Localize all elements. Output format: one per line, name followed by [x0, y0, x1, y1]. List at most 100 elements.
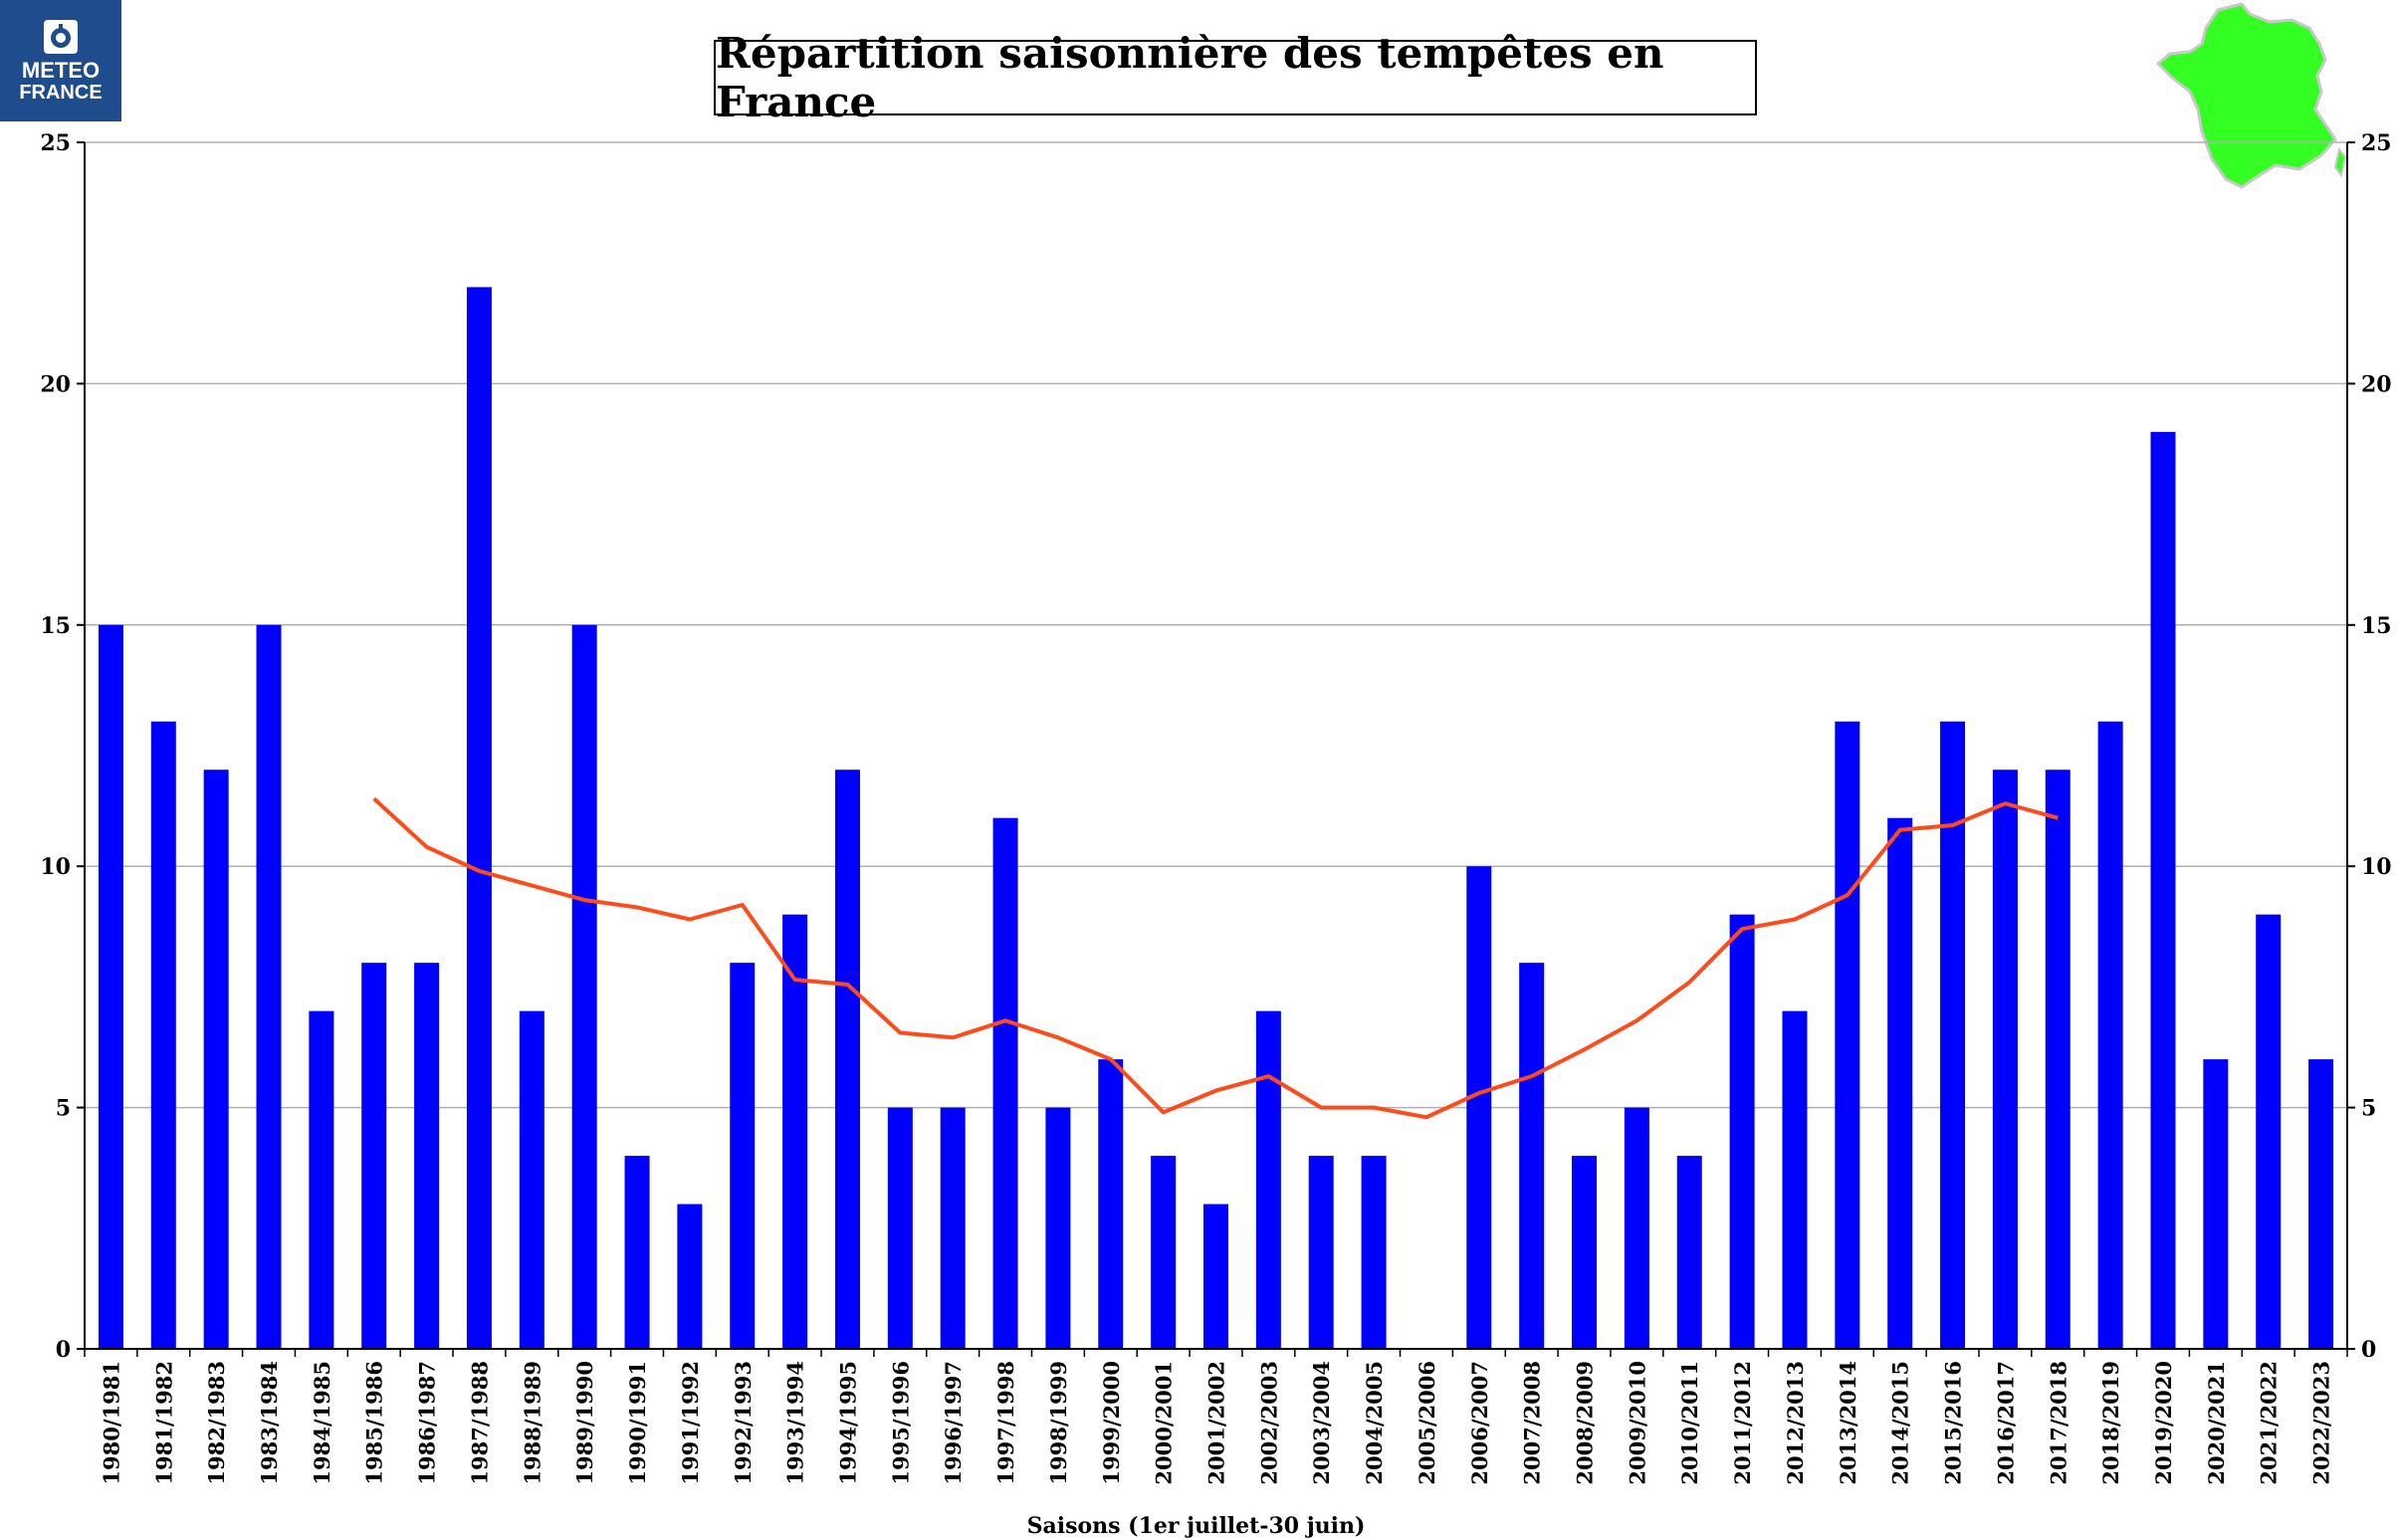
- bar: [98, 624, 123, 1349]
- bar: [1887, 817, 1913, 1349]
- x-tick-label: 1988/1989: [520, 1361, 545, 1485]
- y-tick-label-left: 15: [40, 613, 71, 639]
- x-tick-label: 2001/2002: [1204, 1361, 1229, 1485]
- x-tick-label: 2018/2019: [2098, 1361, 2123, 1485]
- x-tick-label: 2002/2003: [1256, 1361, 1281, 1485]
- x-tick-label: 1984/1985: [310, 1361, 334, 1485]
- y-tick-label-left: 25: [40, 130, 71, 156]
- bar: [1361, 1156, 1387, 1349]
- x-tick-label: 1998/1999: [1046, 1361, 1071, 1485]
- x-tick-label: 1996/1997: [941, 1361, 966, 1485]
- bar: [624, 1156, 650, 1349]
- x-tick-label: 1994/1995: [835, 1361, 860, 1485]
- x-tick-label: 2000/2001: [1152, 1361, 1177, 1485]
- bar: [1624, 1107, 1649, 1349]
- x-tick-label: 1986/1987: [415, 1361, 440, 1485]
- x-tick-label: 2021/2022: [2257, 1361, 2282, 1485]
- x-tick-label: 1999/2000: [1099, 1361, 1124, 1485]
- x-tick-label: 2012/2013: [1783, 1361, 1808, 1485]
- bar: [2308, 1059, 2334, 1349]
- bar: [361, 963, 387, 1349]
- x-tick-label: 2011/2012: [1730, 1361, 1755, 1485]
- bar: [150, 721, 176, 1349]
- x-tick-label: 2003/2004: [1309, 1361, 1334, 1485]
- bar: [1676, 1156, 1702, 1349]
- y-tick-label-right: 5: [2361, 1096, 2376, 1122]
- x-tick-label: 2009/2010: [1625, 1361, 1649, 1485]
- bar: [1045, 1107, 1071, 1349]
- logo-text-line1: METEO: [21, 58, 101, 83]
- bar: [677, 1204, 703, 1349]
- bar: [1466, 866, 1492, 1349]
- bar: [1308, 1156, 1334, 1349]
- bar: [992, 817, 1018, 1349]
- y-tick-label-left: 20: [40, 371, 71, 397]
- bar: [2203, 1059, 2229, 1349]
- x-tick-label: 1997/1998: [993, 1361, 1018, 1485]
- x-tick-label: 2017/2018: [2046, 1361, 2071, 1485]
- x-tick-label: 1990/1991: [625, 1361, 650, 1485]
- x-tick-label: 2014/2015: [1888, 1361, 1913, 1485]
- x-tick-label: 1993/1994: [783, 1361, 808, 1485]
- y-tick-label-right: 10: [2361, 854, 2392, 880]
- logo-text-line2: FRANCE: [19, 82, 103, 104]
- x-tick-label: 1989/1990: [572, 1361, 597, 1485]
- france-map-icon: [2155, 2, 2347, 189]
- bar: [2045, 770, 2071, 1349]
- x-tick-label: 2004/2005: [1362, 1361, 1387, 1485]
- y-tick-label-left: 5: [56, 1096, 71, 1122]
- bar: [1992, 770, 2018, 1349]
- x-tick-label: 1985/1986: [362, 1361, 387, 1485]
- x-tick-label: 1992/1993: [731, 1361, 756, 1485]
- x-tick-label: 2022/2023: [2309, 1361, 2334, 1485]
- x-tick-label: 2020/2021: [2204, 1361, 2229, 1485]
- bar: [1151, 1156, 1177, 1349]
- bar: [466, 287, 492, 1350]
- bar: [782, 914, 808, 1349]
- bar: [1098, 1059, 1124, 1349]
- x-tick-label: 2005/2006: [1415, 1361, 1439, 1485]
- bar: [2256, 914, 2282, 1349]
- bar: [2150, 431, 2176, 1349]
- bar: [730, 963, 756, 1349]
- x-tick-label: 2013/2014: [1836, 1361, 1860, 1485]
- bar: [1255, 1010, 1281, 1349]
- bar: [203, 770, 229, 1349]
- x-tick-label: 2015/2016: [1941, 1361, 1966, 1485]
- bar: [414, 963, 440, 1349]
- bar: [834, 770, 860, 1349]
- x-tick-label: 2008/2009: [1573, 1361, 1598, 1485]
- x-tick-label: 2006/2007: [1467, 1361, 1492, 1485]
- x-tick-label: 1980/1981: [99, 1361, 123, 1485]
- trend-line: [372, 796, 2059, 1120]
- x-tick-label: 1991/1992: [678, 1361, 703, 1485]
- bar: [1203, 1204, 1228, 1349]
- bar: [1782, 1010, 1808, 1349]
- y-tick-label-left: 0: [56, 1337, 71, 1363]
- bar: [2097, 721, 2123, 1349]
- bar: [309, 1010, 334, 1349]
- x-tick-label: 1981/1982: [151, 1361, 176, 1485]
- x-tick-label: 2016/2017: [1993, 1361, 2018, 1485]
- chart-title-box: Répartition saisonnière des tempêtes en …: [714, 29, 1757, 126]
- bar: [571, 624, 597, 1349]
- y-tick-label-right: 20: [2361, 371, 2392, 397]
- meteo-france-logo: METEO FRANCE: [0, 0, 121, 121]
- bar: [519, 1010, 545, 1349]
- meteo-france-emblem-icon: [44, 20, 78, 54]
- bar: [1572, 1156, 1598, 1349]
- x-tick-label: 1982/1983: [204, 1361, 229, 1485]
- bar: [887, 1107, 913, 1349]
- y-tick-label-right: 25: [2361, 130, 2392, 156]
- bar: [1940, 721, 1966, 1349]
- y-tick-label-right: 0: [2361, 1337, 2376, 1363]
- bar: [1835, 721, 1860, 1349]
- x-tick-label: 2019/2020: [2151, 1361, 2176, 1485]
- y-tick-label-left: 10: [40, 854, 71, 880]
- chart-title: Répartition saisonnière des tempêtes en …: [716, 29, 1664, 126]
- bar: [1729, 914, 1755, 1349]
- x-tick-label: 1987/1988: [467, 1361, 492, 1485]
- x-tick-label: 1995/1996: [888, 1361, 913, 1485]
- y-tick-label-right: 15: [2361, 613, 2392, 639]
